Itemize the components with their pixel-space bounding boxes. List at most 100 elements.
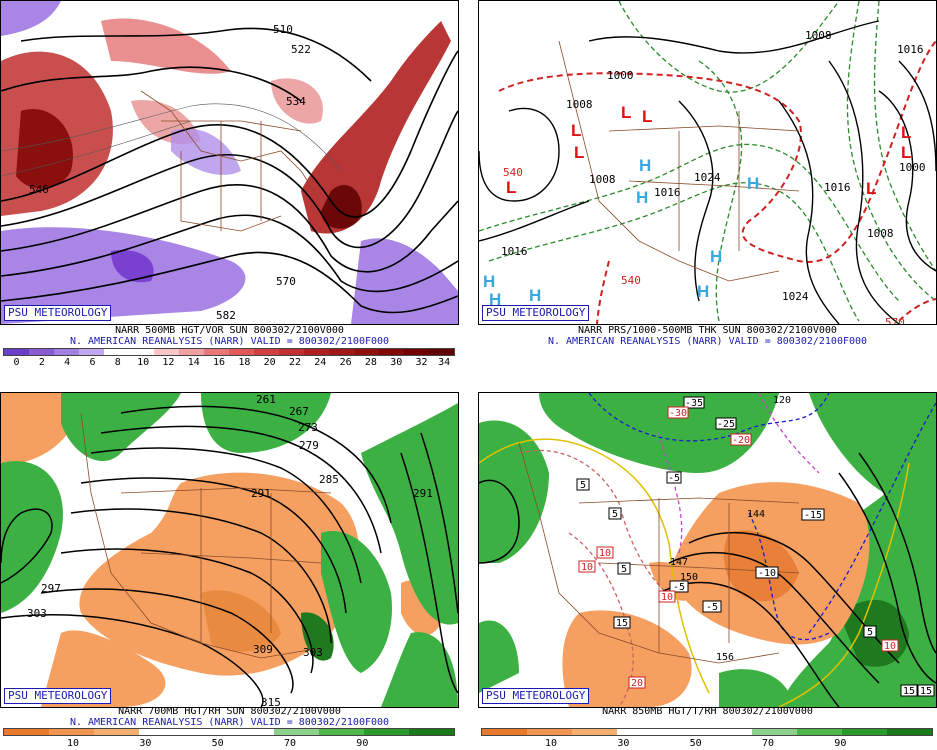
- svg-text:5: 5: [867, 627, 873, 638]
- isotherm-label: 5: [617, 562, 631, 575]
- contour-label: 1024: [782, 290, 809, 303]
- map-700mb: 261 267 273 279 285 291 297 303 309 303 …: [0, 392, 459, 708]
- svg-text:15: 15: [616, 618, 628, 629]
- map-caption-subtitle: N. AMERICAN REANALYSIS (NARR) VALID = 80…: [547, 336, 868, 347]
- isotherm-label: 5: [608, 507, 622, 520]
- isotherm-label: -35: [683, 396, 705, 409]
- panel-850mb-temp-rh: -35 -30 -25 -20 120 -5 5 5 -15 -10 -5 -5…: [478, 392, 937, 750]
- contour-label: 1008: [589, 173, 616, 186]
- high-pressure-marker: H: [529, 286, 541, 305]
- svg-text:20: 20: [631, 678, 643, 689]
- low-pressure-marker: L: [642, 107, 652, 126]
- svg-text:15: 15: [903, 686, 915, 697]
- contour-label: 570: [885, 316, 905, 324]
- contour-label: 1008: [867, 227, 894, 240]
- contour-label: 546: [29, 183, 49, 196]
- map-caption-title: NARR 850MB HGT/T/RH 800302/2100V000: [602, 706, 813, 717]
- rh-color-scale: [3, 728, 455, 736]
- isotherm-label: 5: [576, 478, 590, 491]
- low-pressure-marker: L: [571, 121, 581, 140]
- psu-meteorology-label: PSU METEOROLOGY: [4, 688, 112, 704]
- rh-color-scale: [481, 728, 933, 736]
- contour-label: 297: [41, 582, 61, 595]
- map-caption-subtitle: N. AMERICAN REANALYSIS (NARR) VALID = 80…: [69, 336, 390, 347]
- map-850mb: -35 -30 -25 -20 120 -5 5 5 -15 -10 -5 -5…: [478, 392, 937, 708]
- rh-scale-ticks: 10 30 50 70 90: [67, 738, 369, 749]
- psu-meteorology-label: PSU METEOROLOGY: [482, 305, 590, 321]
- isotherm-label: 15: [917, 684, 935, 697]
- high-pressure-marker: H: [483, 272, 495, 291]
- panel-sea-level-pressure-thickness: L L L L L L L L H H H H H H H H 1008 101…: [478, 0, 937, 372]
- svg-text:-20: -20: [732, 435, 750, 446]
- svg-text:-25: -25: [717, 419, 735, 430]
- contour-label: 570: [276, 275, 296, 288]
- panel-500mb-vorticity: 510 522 534 546 582 570 PSU METEOROLOGY …: [0, 0, 459, 372]
- contour-label: 291: [413, 487, 433, 500]
- isotherm-label: -30: [667, 406, 689, 419]
- high-pressure-marker: H: [710, 247, 722, 266]
- psu-meteorology-label: PSU METEOROLOGY: [4, 305, 112, 321]
- isotherm-label: -25: [715, 417, 737, 430]
- low-pressure-marker: L: [574, 143, 584, 162]
- contour-label: 267: [289, 405, 309, 418]
- contour-label: 1016: [897, 43, 924, 56]
- contour-label: 303: [303, 646, 323, 659]
- panel-700mb-rh: 261 267 273 279 285 291 297 303 309 303 …: [0, 392, 459, 750]
- map-caption-title: NARR PRS/1000-500MB THK SUN 800302/2100V…: [578, 325, 837, 336]
- isotherm-label: 10: [658, 590, 676, 603]
- svg-text:10: 10: [599, 548, 611, 559]
- isotherm-label: -5: [702, 600, 722, 613]
- contour-label: 1024: [694, 171, 721, 184]
- contour-label: 1000: [607, 69, 634, 82]
- svg-text:5: 5: [580, 480, 586, 491]
- contour-label: 291: [251, 487, 271, 500]
- svg-text:5: 5: [621, 564, 627, 575]
- map-caption-title: NARR 700MB HGT/RH SUN 800302/2100V000: [118, 706, 341, 717]
- map-caption-subtitle: N. AMERICAN REANALYSIS (NARR) VALID = 80…: [69, 717, 390, 728]
- contour-label: 1016: [501, 245, 528, 258]
- isotherm-label: 5: [863, 625, 877, 638]
- contour-label: 279: [299, 439, 319, 452]
- contour-label: 1016: [824, 181, 851, 194]
- contour-label: 1008: [805, 29, 832, 42]
- svg-text:10: 10: [581, 562, 593, 573]
- low-pressure-marker: L: [866, 179, 876, 198]
- contour-label: 156: [716, 652, 734, 663]
- contour-label: 309: [253, 643, 273, 656]
- contour-label: 261: [256, 393, 276, 406]
- contour-label: 150: [680, 572, 698, 583]
- contour-label: 582: [216, 309, 236, 322]
- map-caption-title: NARR 500MB HGT/VOR SUN 800302/2100V000: [115, 325, 344, 336]
- vorticity-color-scale: [3, 348, 455, 356]
- contour-label: 303: [27, 607, 47, 620]
- svg-text:-35: -35: [685, 398, 703, 409]
- contour-label: 1016: [654, 186, 681, 199]
- contour-label: 147: [670, 557, 688, 568]
- isotherm-label: -5: [669, 580, 689, 593]
- contour-label: 285: [319, 473, 339, 486]
- high-pressure-marker: H: [489, 290, 501, 309]
- map-500mb: 510 522 534 546 582 570 PSU METEOROLOGY: [0, 0, 459, 325]
- contour-label: 315: [261, 696, 281, 707]
- contour-label: 273: [298, 421, 318, 434]
- high-pressure-marker: H: [636, 188, 648, 207]
- isotherm-label: 20: [628, 676, 646, 689]
- svg-text:10: 10: [661, 592, 673, 603]
- isotherm-label: -5: [666, 471, 682, 484]
- isotherm-label: 10: [596, 546, 614, 559]
- isotherm-label: -20: [730, 433, 752, 446]
- svg-text:-5: -5: [673, 582, 685, 593]
- low-pressure-marker: L: [901, 143, 911, 162]
- svg-text:-5: -5: [668, 473, 680, 484]
- svg-text:15: 15: [920, 686, 932, 697]
- contour-label: 540: [621, 274, 641, 287]
- low-pressure-marker: L: [621, 103, 631, 122]
- low-pressure-marker: L: [901, 123, 911, 142]
- contour-label: 522: [291, 43, 311, 56]
- isotherm-label: -10: [755, 566, 779, 579]
- high-pressure-marker: H: [697, 282, 709, 301]
- psu-meteorology-label: PSU METEOROLOGY: [482, 688, 590, 704]
- isotherm-label: -15: [801, 508, 825, 521]
- contour-label: 144: [747, 509, 765, 520]
